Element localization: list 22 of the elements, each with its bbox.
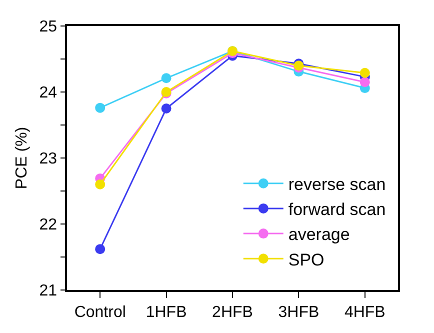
x-tick-label: 4HFB (344, 304, 386, 321)
legend-label: reverse scan (288, 174, 386, 194)
x-tick-label: 2HFB (212, 304, 253, 321)
legend-label: forward scan (288, 200, 386, 220)
x-tick-label: 3HFB (278, 304, 320, 321)
y-tick-label: 25 (39, 18, 58, 36)
x-tick-label: 1HFB (146, 304, 187, 321)
y-tick-label: 24 (39, 84, 58, 102)
point (161, 73, 172, 84)
point (161, 104, 172, 114)
legend-label: SPO (288, 250, 324, 270)
point (360, 77, 370, 88)
point (95, 244, 106, 254)
point (95, 179, 106, 190)
point (95, 102, 106, 113)
legend-label: average (288, 225, 350, 244)
y-axis-title: PCE (%) (14, 126, 31, 190)
point (360, 68, 370, 78)
y-tick-label: 23 (39, 150, 58, 168)
y-tick-label: 22 (39, 216, 58, 234)
x-tick-label: Control (74, 304, 126, 321)
y-tick-label: 21 (39, 282, 58, 300)
